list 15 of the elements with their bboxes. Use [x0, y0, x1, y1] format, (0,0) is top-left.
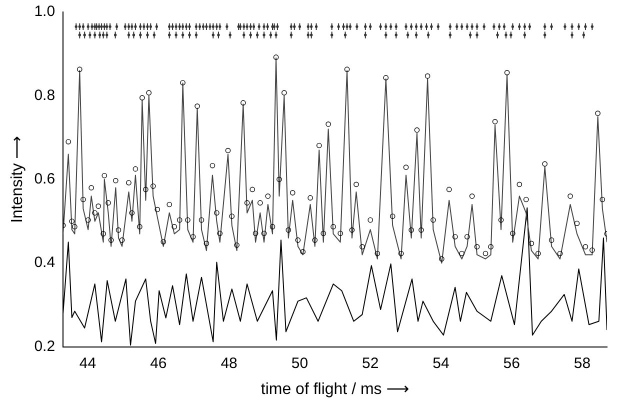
x-tick-label: 50: [291, 354, 308, 372]
x-tick-label: 56: [503, 354, 520, 372]
x-tick-label: 54: [432, 354, 450, 372]
x-tick-label: 48: [220, 354, 238, 372]
y-tick-label: 0.4: [34, 254, 56, 272]
y-tick-label: 0.8: [34, 86, 56, 104]
x-tick-label: 46: [150, 354, 167, 372]
y-tick-label: 0.6: [34, 170, 56, 188]
y-tick-label: 0.2: [34, 338, 56, 355]
x-tick-label: 58: [574, 354, 591, 372]
x-tick-label: 44: [79, 354, 96, 372]
y-tick-label: 1.0: [34, 3, 56, 20]
y-axis-title: Intensity ⟶: [9, 136, 26, 223]
x-tick-label: 52: [362, 354, 379, 372]
x-axis-title: time of flight / ms ⟶: [260, 380, 410, 398]
